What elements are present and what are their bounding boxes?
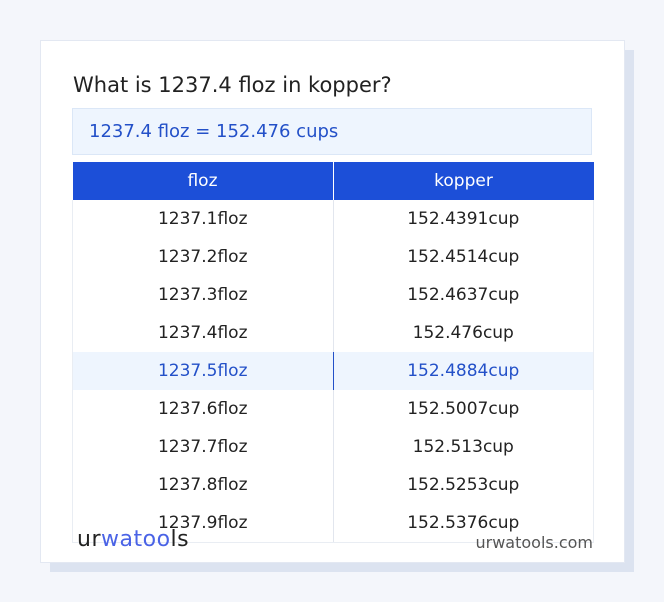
table-row: 1237.1floz 152.4391cup [72, 200, 594, 238]
column-header-kopper: kopper [332, 162, 594, 200]
table-row: 1237.6floz 152.5007cup [72, 390, 594, 428]
kopper-cell: 152.4391cup [332, 200, 594, 238]
table-row: 1237.9floz 152.5376cup [72, 504, 594, 543]
kopper-cell: 152.4884cup [332, 352, 594, 390]
conversion-card: What is 1237.4 floz in kopper? 1237.4 fl… [40, 40, 625, 563]
kopper-cell: 152.4514cup [332, 238, 594, 276]
kopper-cell: 152.476cup [332, 314, 594, 352]
floz-cell: 1237.4floz [72, 314, 333, 352]
table-row: 1237.8floz 152.5253cup [72, 466, 594, 504]
site-url[interactable]: urwatools.com [475, 533, 594, 552]
table-row: 1237.5floz 152.4884cup [72, 352, 594, 390]
conversion-result: 1237.4 floz = 152.476 cups [72, 108, 592, 155]
floz-cell: 1237.1floz [72, 200, 333, 238]
kopper-cell: 152.5376cup [332, 504, 594, 543]
floz-cell: 1237.9floz [72, 504, 333, 543]
kopper-cell: 152.513cup [332, 428, 594, 466]
table-row: 1237.2floz 152.4514cup [72, 238, 594, 276]
floz-cell: 1237.5floz [72, 352, 333, 390]
column-header-floz: floz [72, 162, 333, 200]
table-row: 1237.7floz 152.513cup [72, 428, 594, 466]
kopper-cell: 152.4637cup [332, 276, 594, 314]
page-title: What is 1237.4 floz in kopper? [73, 73, 392, 97]
floz-cell: 1237.7floz [72, 428, 333, 466]
floz-cell: 1237.8floz [72, 466, 333, 504]
kopper-cell: 152.5253cup [332, 466, 594, 504]
table-row: 1237.3floz 152.4637cup [72, 276, 594, 314]
table-header: floz kopper [72, 162, 594, 200]
floz-cell: 1237.2floz [72, 238, 333, 276]
conversion-table: floz kopper 1237.1floz 152.4391cup 1237.2f… [72, 162, 594, 543]
table-row: 1237.4floz 152.476cup [72, 314, 594, 352]
urwatools-logo[interactable]: urwatools [77, 527, 190, 552]
floz-cell: 1237.6floz [72, 390, 333, 428]
kopper-cell: 152.5007cup [332, 390, 594, 428]
floz-cell: 1237.3floz [72, 276, 333, 314]
